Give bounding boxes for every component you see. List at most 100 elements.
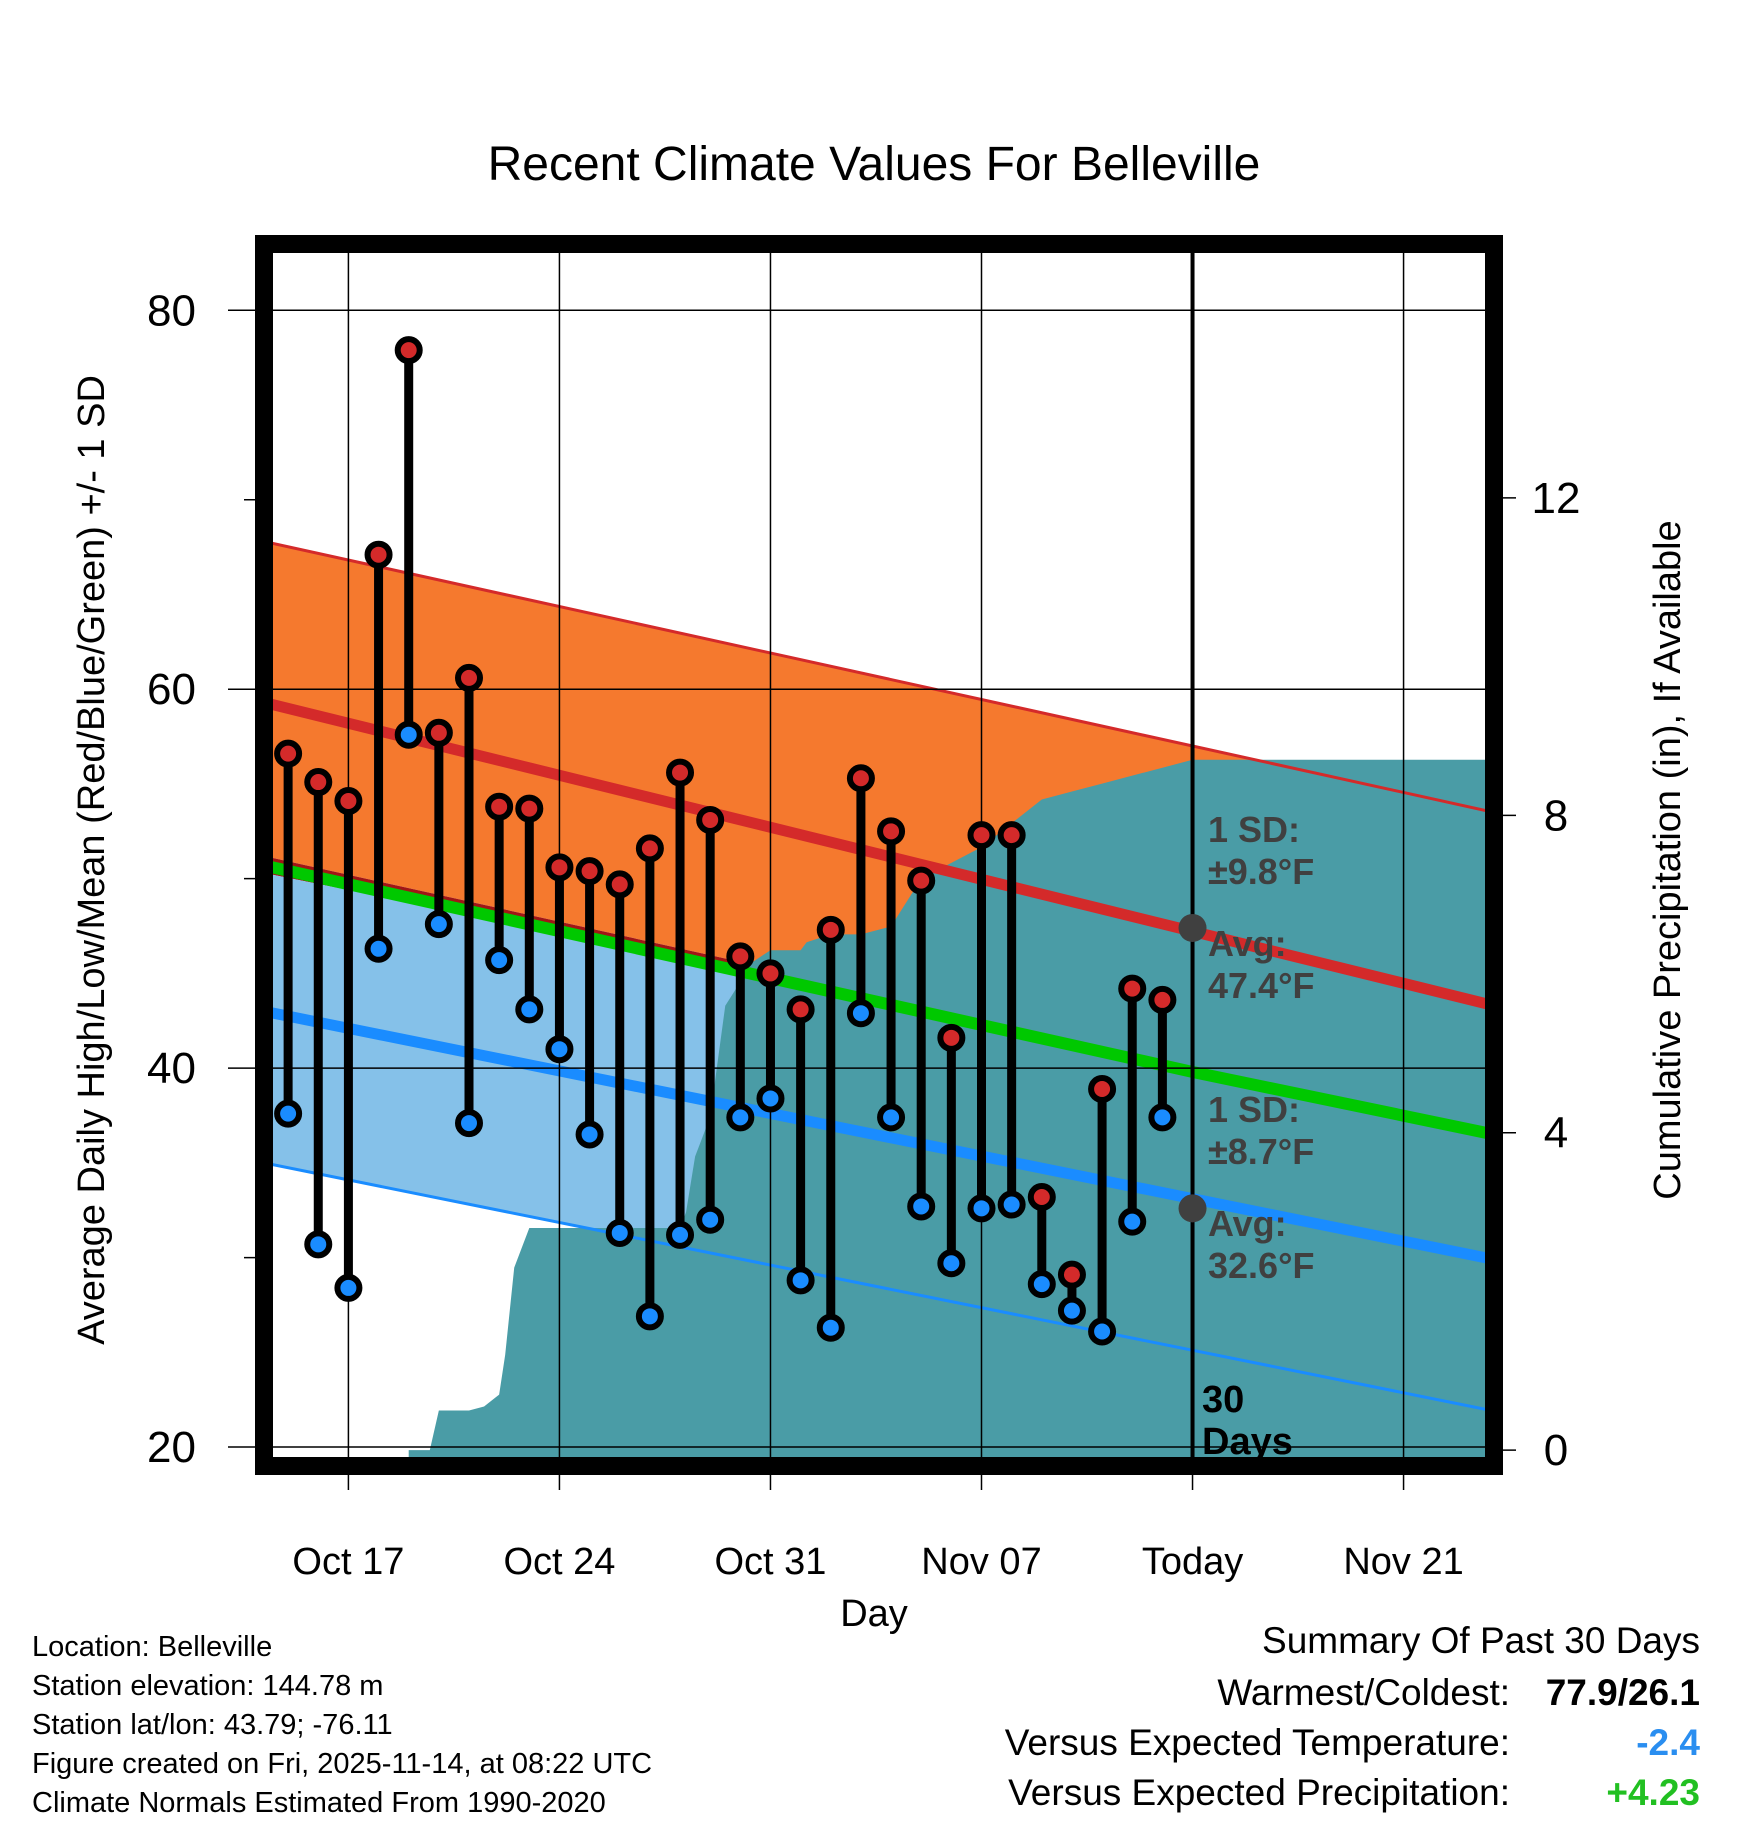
low-point <box>605 1218 634 1247</box>
low-point <box>696 1205 725 1234</box>
y-tick-label: 40 <box>147 1044 196 1093</box>
y-tick-label: 20 <box>147 1423 196 1472</box>
low-point <box>455 1109 483 1138</box>
x-tick-label: Nov 21 <box>1343 1541 1463 1583</box>
low-point <box>846 999 875 1028</box>
y-tick-label: 80 <box>147 286 196 335</box>
low-point <box>635 1302 664 1331</box>
low-avg-value: 32.6°F <box>1208 1245 1314 1286</box>
high-point <box>1148 985 1177 1014</box>
high-point <box>274 739 303 768</box>
y-axis-label: Average Daily High/Low/Mean (Red/Blue/Gr… <box>71 375 113 1345</box>
x-tick-label: Oct 31 <box>714 1541 826 1583</box>
summary-warmest-row: Warmest/Coldest: 77.9/26.1 <box>1217 1672 1700 1714</box>
x-tick-label: Nov 07 <box>921 1541 1041 1583</box>
high-point <box>816 915 845 944</box>
high-point <box>967 821 996 850</box>
low-point <box>334 1273 363 1302</box>
low-point <box>274 1099 303 1128</box>
high-point <box>304 768 333 797</box>
y2-tick-label: 12 <box>1532 474 1581 523</box>
low-point <box>907 1192 936 1221</box>
high-point <box>1027 1182 1056 1211</box>
info-latlon: Station lat/lon: 43.79; -76.11 <box>32 1709 393 1741</box>
high-point <box>1057 1260 1086 1289</box>
low-point <box>1118 1207 1147 1236</box>
low-point <box>666 1220 695 1249</box>
low-point <box>726 1103 755 1132</box>
x-tick-label: Oct 17 <box>292 1541 404 1583</box>
summary-title: Summary Of Past 30 Days <box>1262 1620 1700 1661</box>
high-point <box>846 764 875 793</box>
high-point <box>726 942 755 971</box>
high-point <box>394 336 423 365</box>
high-sd-value: ±9.8°F <box>1208 851 1314 892</box>
low-point <box>1027 1270 1056 1299</box>
station-info: Location: Belleville Station elevation: … <box>32 1628 652 1823</box>
summary-precip-value: +4.23 <box>1606 1772 1700 1813</box>
low-point <box>304 1230 333 1259</box>
info-created: Figure created on Fri, 2025-11-14, at 08… <box>32 1748 653 1780</box>
high-point <box>515 794 544 823</box>
high-point <box>1118 974 1147 1003</box>
high-point <box>907 866 936 895</box>
low-point <box>485 946 514 975</box>
y2-axis-label: Cumulative Precipitation (in), If Availa… <box>1647 520 1689 1199</box>
window-days-label: Days <box>1202 1421 1293 1463</box>
high-avg-label: Avg: <box>1208 923 1287 964</box>
summary-temp-value: -2.4 <box>1636 1722 1700 1763</box>
high-point <box>575 857 604 886</box>
summary-temp-label: Versus Expected Temperature: <box>1004 1722 1510 1763</box>
x-tick-label: Today <box>1142 1541 1243 1583</box>
low-sd-value: ±8.7°F <box>1208 1131 1314 1172</box>
low-point <box>997 1190 1026 1219</box>
y2-tick-label: 8 <box>1544 791 1568 840</box>
low-point <box>816 1313 845 1342</box>
summary-temp-row: Versus Expected Temperature: -2.4 <box>1005 1722 1700 1764</box>
high-avg-value: 47.4°F <box>1208 965 1314 1006</box>
chart-title: Recent Climate Values For Belleville <box>488 138 1261 191</box>
low-point <box>877 1103 906 1132</box>
low-point <box>545 1035 574 1064</box>
high-point <box>605 870 634 899</box>
high-point <box>334 787 363 816</box>
high-point <box>364 540 393 569</box>
y-tick-label: 60 <box>147 665 196 714</box>
y2-tick-label: 4 <box>1544 1109 1568 1158</box>
low-point <box>1148 1103 1177 1132</box>
high-upper-sd-line <box>264 539 1494 814</box>
high-point <box>997 821 1026 850</box>
info-elevation: Station elevation: 144.78 m <box>32 1670 384 1702</box>
window-days-number: 30 <box>1202 1379 1244 1421</box>
x-tick-label: Oct 24 <box>503 1541 615 1583</box>
summary-precip-row: Versus Expected Precipitation: +4.23 <box>1008 1772 1700 1814</box>
low-point <box>1057 1296 1086 1325</box>
low-point <box>394 720 423 749</box>
high-sd-label: 1 SD: <box>1208 809 1300 850</box>
low-point <box>937 1249 966 1278</box>
low-point <box>575 1120 604 1149</box>
summary-warmest-label: Warmest/Coldest: <box>1217 1672 1510 1713</box>
low-avg-label: Avg: <box>1208 1203 1287 1244</box>
high-point <box>424 718 453 747</box>
high-normal-today-marker <box>1178 913 1207 942</box>
high-point <box>1088 1074 1117 1103</box>
low-point <box>515 995 544 1024</box>
high-point <box>485 792 514 821</box>
high-point <box>937 1023 966 1052</box>
high-point <box>545 853 574 882</box>
high-point <box>756 959 785 988</box>
low-sd-label: 1 SD: <box>1208 1089 1300 1130</box>
low-point <box>1088 1317 1117 1346</box>
summary-warmest-value: 77.9/26.1 <box>1545 1672 1700 1713</box>
high-point <box>635 834 664 863</box>
y2-tick-label: 0 <box>1544 1426 1568 1475</box>
info-location: Location: Belleville <box>32 1631 273 1663</box>
x-axis-label: Day <box>840 1593 908 1635</box>
low-lower-sd-line <box>264 1161 1494 1413</box>
low-point <box>364 934 393 963</box>
summary-precip-label: Versus Expected Precipitation: <box>1008 1772 1510 1813</box>
low-point <box>967 1194 996 1223</box>
high-point <box>666 758 695 787</box>
